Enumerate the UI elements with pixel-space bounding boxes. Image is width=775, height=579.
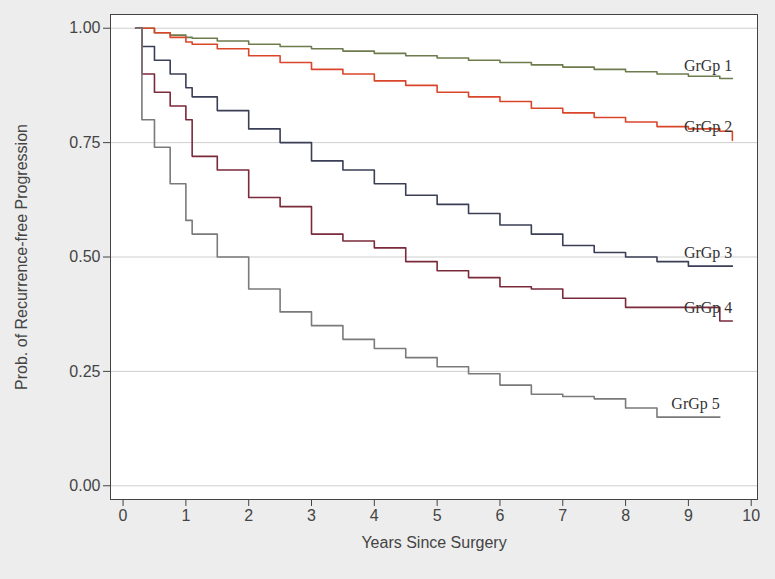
svg-text:GrGp 3: GrGp 3 (684, 244, 732, 262)
svg-text:GrGp 1: GrGp 1 (684, 57, 732, 75)
svg-text:0.25: 0.25 (69, 363, 100, 380)
svg-text:Prob. of Recurrence-free Progr: Prob. of Recurrence-free Progression (13, 124, 30, 390)
svg-text:Years Since Surgery: Years Since Surgery (361, 534, 506, 551)
svg-text:0.50: 0.50 (69, 248, 100, 265)
svg-text:1: 1 (181, 507, 190, 524)
svg-text:8: 8 (621, 507, 630, 524)
svg-text:GrGp 4: GrGp 4 (684, 299, 732, 317)
svg-text:10: 10 (742, 507, 760, 524)
svg-text:0.00: 0.00 (69, 477, 100, 494)
svg-text:0.75: 0.75 (69, 134, 100, 151)
svg-text:6: 6 (496, 507, 505, 524)
svg-text:3: 3 (307, 507, 316, 524)
svg-text:1.00: 1.00 (69, 19, 100, 36)
svg-text:5: 5 (433, 507, 442, 524)
svg-text:0: 0 (119, 507, 128, 524)
svg-text:GrGp 2: GrGp 2 (684, 118, 732, 136)
svg-text:9: 9 (684, 507, 693, 524)
svg-text:4: 4 (370, 507, 379, 524)
svg-text:2: 2 (244, 507, 253, 524)
svg-text:GrGp 5: GrGp 5 (671, 395, 719, 413)
svg-text:7: 7 (558, 507, 567, 524)
